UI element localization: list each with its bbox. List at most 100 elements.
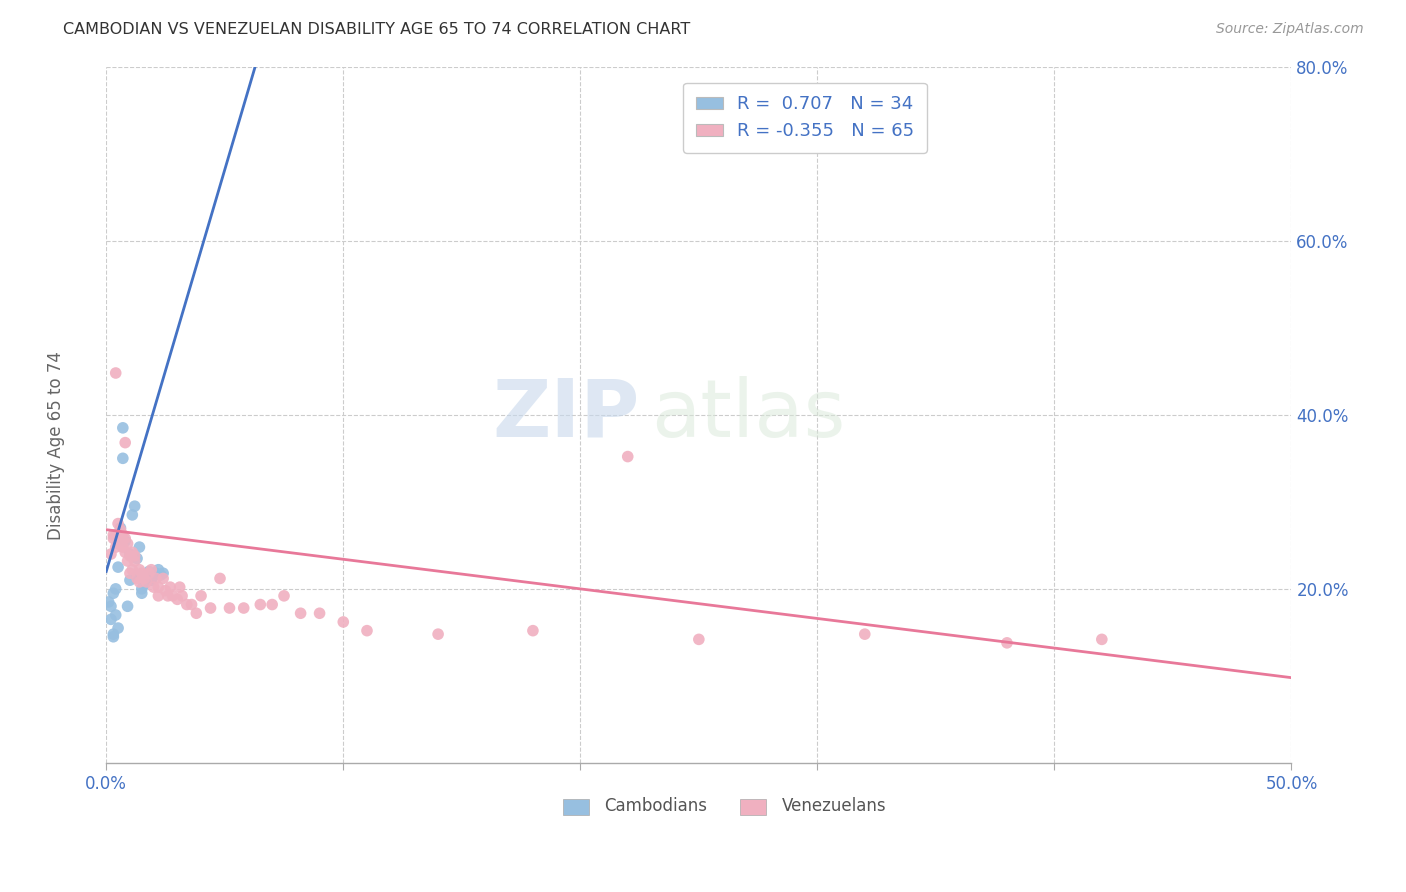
Point [853,627,876,641]
Point [114,545,136,559]
Point [114,435,136,450]
Point [190,589,212,603]
Point [128,563,150,577]
Point [114,532,136,546]
Point [100,612,122,626]
Point [172,589,194,603]
Text: Venezuelans: Venezuelans [782,797,886,815]
Point [148,563,170,577]
Point [104,366,127,380]
Point [162,589,184,603]
Point [145,571,167,585]
Legend: R =  0.707   N = 34, R = -0.355   N = 65: R = 0.707 N = 34, R = -0.355 N = 65 [683,83,927,153]
Point [152,566,174,581]
Point [103,630,125,644]
Point [142,569,165,583]
Point [262,598,284,612]
Point [111,528,134,542]
FancyBboxPatch shape [741,799,766,814]
Point [1091,632,1114,647]
Point [138,566,160,581]
Point [128,574,150,589]
Point [180,598,202,612]
Point [141,563,163,577]
Point [159,580,181,594]
Point [522,624,544,638]
Point [166,592,188,607]
Point [131,566,153,581]
Point [100,547,122,561]
Point [117,554,139,568]
Point [134,571,156,585]
Point [124,499,146,513]
Point [218,601,240,615]
Point [155,583,177,598]
Point [128,569,150,583]
Point [138,565,160,579]
Point [107,516,129,531]
Point [104,528,127,542]
Point [131,586,153,600]
Point [114,534,136,549]
Point [110,523,132,537]
Point [249,598,271,612]
Point [308,607,330,621]
Point [169,580,191,594]
Point [290,607,312,621]
Point [232,601,254,615]
Point [110,536,132,550]
Point [118,573,141,587]
Point [110,521,132,535]
Point [103,627,125,641]
Point [332,615,354,629]
Point [118,547,141,561]
Text: Cambodians: Cambodians [605,797,707,815]
Text: atlas: atlas [651,376,846,454]
Point [125,569,148,583]
Point [148,589,170,603]
Point [616,450,638,464]
Point [118,566,141,581]
Point [688,632,710,647]
Point [208,571,231,585]
Point [100,599,122,614]
Point [156,589,179,603]
Text: Disability Age 65 to 74: Disability Age 65 to 74 [48,351,65,541]
Point [356,624,378,638]
Point [103,528,125,542]
Point [111,540,134,554]
Text: Source: ZipAtlas.com: Source: ZipAtlas.com [1216,22,1364,37]
Point [111,451,134,466]
Text: CAMBODIAN VS VENEZUELAN DISABILITY AGE 65 TO 74 CORRELATION CHART: CAMBODIAN VS VENEZUELAN DISABILITY AGE 6… [63,22,690,37]
Point [111,421,134,435]
Point [104,540,127,554]
Point [176,598,198,612]
Point [135,569,157,583]
Point [117,536,139,550]
Point [118,549,141,563]
Point [121,508,143,522]
Point [125,551,148,566]
Point [152,571,174,585]
Point [104,607,127,622]
Point [128,540,150,554]
Point [142,580,165,594]
Point [121,545,143,559]
Point [124,554,146,568]
Point [107,560,129,574]
Point [148,580,170,594]
Point [135,574,157,589]
Point [97,595,120,609]
Point [125,571,148,585]
Point [117,599,139,614]
Point [107,621,129,635]
Point [121,563,143,577]
Point [134,577,156,591]
Point [273,589,295,603]
Point [104,582,127,596]
Point [124,549,146,563]
Point [141,573,163,587]
Point [145,566,167,581]
Point [149,568,172,582]
FancyBboxPatch shape [562,799,589,814]
